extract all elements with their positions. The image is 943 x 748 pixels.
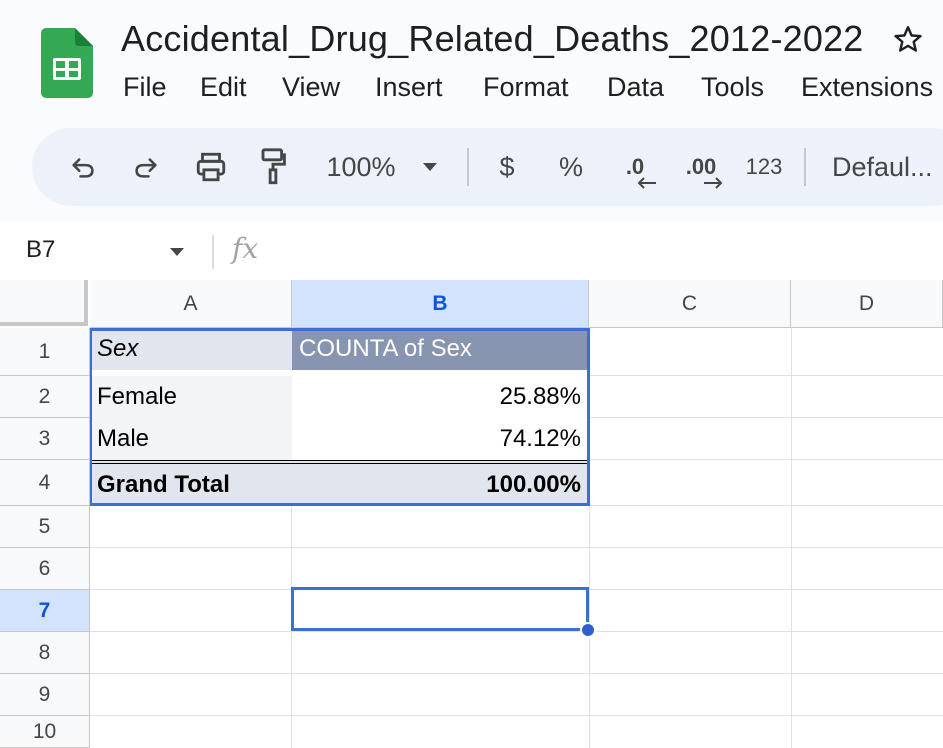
menu-view[interactable]: View (282, 72, 341, 102)
active-cell-b7[interactable] (291, 587, 589, 631)
row-header-9[interactable]: 9 (0, 674, 90, 716)
select-all-corner[interactable] (0, 280, 88, 326)
zoom-select[interactable]: 100% (322, 128, 442, 206)
print-button[interactable] (191, 128, 231, 206)
pivot-total-value-cell[interactable]: 100.00% (292, 460, 589, 506)
name-box[interactable]: B7 (26, 236, 56, 263)
gridline (589, 375, 943, 376)
undo-icon (72, 158, 94, 178)
pivot-row-header-cell[interactable]: Sex (90, 328, 292, 370)
pivot-header-spacer (90, 370, 589, 376)
percent-label: % (558, 151, 583, 182)
increase-decimal-button[interactable]: .00 (678, 128, 724, 206)
top-bar: Accidental_Drug_Related_Deaths_2012-2022… (0, 0, 943, 222)
redo-icon (135, 158, 157, 178)
formula-bar-divider (212, 235, 214, 269)
menu-format[interactable]: Format (483, 72, 569, 102)
gridline (90, 547, 943, 548)
percent-format-button[interactable]: % (554, 128, 588, 206)
increase-decimal-label: .00 (685, 154, 717, 179)
gridline (90, 673, 943, 674)
undo-button[interactable] (66, 128, 100, 206)
spreadsheet-grid[interactable]: A B C D 1 2 3 4 5 6 7 8 9 10 Sex COUNTA … (0, 280, 943, 748)
arrow-right-icon (703, 177, 723, 189)
decrease-decimal-button[interactable]: .0 (612, 128, 658, 206)
print-icon (196, 152, 226, 182)
toolbar: 100% $ % .0 .00 (32, 128, 943, 206)
pivot-row-label-cell[interactable]: Male (90, 418, 292, 460)
pivot-row-value-cell[interactable]: 25.88% (292, 376, 589, 418)
fx-icon: fx (232, 232, 259, 265)
row-header-4[interactable]: 4 (0, 460, 90, 506)
column-header-c[interactable]: C (589, 280, 791, 328)
row-header-8[interactable]: 8 (0, 632, 90, 674)
font-select[interactable]: Defaul... (832, 128, 943, 206)
gridline (791, 328, 792, 748)
menu-insert[interactable]: Insert (375, 72, 443, 102)
column-header-b[interactable]: B (292, 280, 589, 328)
more-formats-button[interactable]: 123 (740, 128, 788, 206)
decrease-decimal-label: .0 (625, 154, 645, 179)
toolbar-divider (467, 148, 469, 186)
row-header-3[interactable]: 3 (0, 418, 90, 460)
row-header-5[interactable]: 5 (0, 506, 90, 548)
currency-format-button[interactable]: $ (490, 128, 524, 206)
arrow-left-icon (637, 177, 656, 189)
row-header-10[interactable]: 10 (0, 716, 90, 748)
formula-bar: B7 fx (0, 222, 943, 280)
gridline (589, 417, 943, 418)
row-header-2[interactable]: 2 (0, 376, 90, 418)
menu-tools[interactable]: Tools (701, 72, 765, 102)
toolbar-divider (804, 148, 806, 186)
document-title[interactable]: Accidental_Drug_Related_Deaths_2012-2022 (121, 18, 864, 59)
currency-label: $ (499, 151, 515, 182)
menu-file[interactable]: File (123, 72, 167, 102)
menu-extensions[interactable]: Extensions (801, 72, 934, 102)
row-header-1[interactable]: 1 (0, 328, 90, 376)
star-icon[interactable] (890, 22, 926, 58)
column-header-d[interactable]: D (791, 280, 943, 328)
number-format-label: 123 (745, 154, 783, 179)
font-value: Defaul... (832, 151, 933, 182)
gridline (589, 328, 590, 748)
pivot-value-header-cell[interactable]: COUNTA of Sex (292, 328, 589, 370)
gridline (90, 631, 943, 632)
zoom-value: 100% (326, 151, 396, 182)
gridline (90, 715, 943, 716)
redo-button[interactable] (129, 128, 163, 206)
chevron-down-icon[interactable] (168, 244, 186, 262)
paint-format-button[interactable] (256, 128, 290, 206)
gridline (589, 459, 943, 460)
row-header-7[interactable]: 7 (0, 590, 90, 632)
sheets-logo-icon[interactable] (41, 28, 93, 98)
column-header-a[interactable]: A (90, 280, 292, 328)
menu-data[interactable]: Data (607, 72, 665, 102)
menu-edit[interactable]: Edit (200, 72, 247, 102)
fill-handle[interactable] (580, 622, 596, 638)
chevron-down-icon (422, 163, 437, 171)
pivot-total-label-cell[interactable]: Grand Total (90, 460, 292, 506)
pivot-row-value-cell[interactable]: 74.12% (292, 418, 589, 460)
pivot-row-label-cell[interactable]: Female (90, 376, 292, 418)
gridline (589, 505, 943, 506)
paint-format-icon (261, 148, 286, 185)
row-header-6[interactable]: 6 (0, 548, 90, 590)
